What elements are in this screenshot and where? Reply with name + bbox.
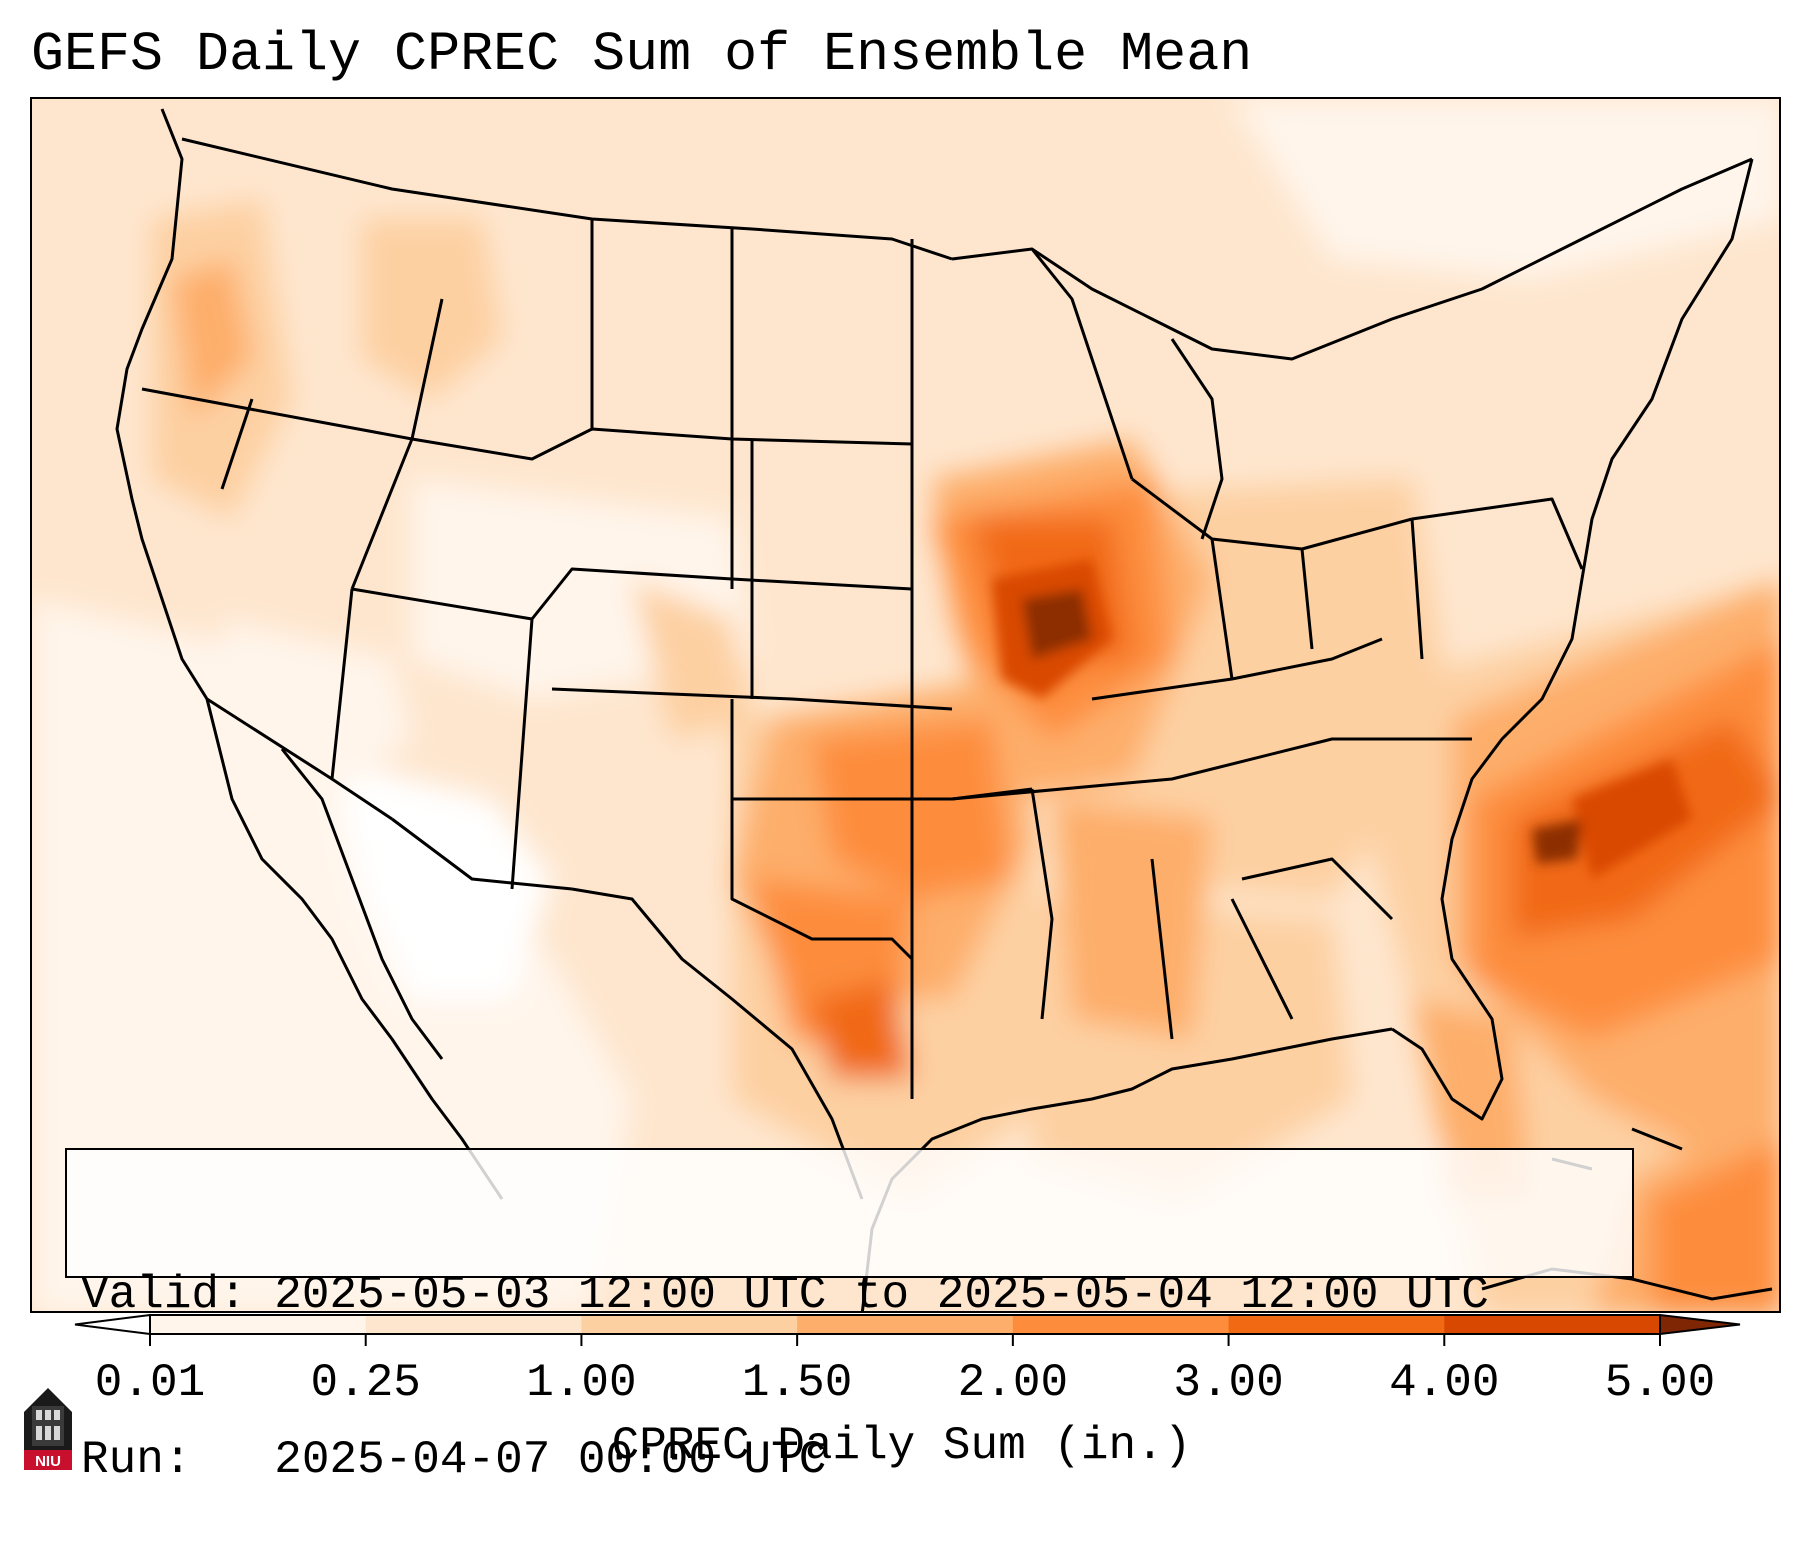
map-canvas <box>32 99 1779 1311</box>
precipitation-map <box>30 97 1781 1313</box>
colorbar-tick-label: 1.50 <box>741 1357 853 1409</box>
university-tower-icon: NIU <box>24 1388 72 1470</box>
colorbar-ticks <box>149 1334 1661 1346</box>
colorbar-over-arrow <box>1659 1313 1741 1336</box>
colorbar-tick-label: 2.00 <box>957 1357 1069 1409</box>
run-label: Run: <box>81 1434 192 1486</box>
colorbar-segment <box>1228 1315 1445 1334</box>
valid-run-info-box: Valid: 2025-05-03 12:00 UTC to 2025-05-0… <box>65 1148 1634 1486</box>
logo-text: NIU <box>35 1453 61 1470</box>
political-boundaries <box>115 108 1754 1311</box>
valid-value: 2025-05-03 12:00 UTC to 2025-05-04 12:00… <box>274 1269 1489 1321</box>
valid-line: Valid: 2025-05-03 12:00 UTC to 2025-05-0… <box>81 1268 1618 1323</box>
colorbar-label: CPREC Daily Sum (in.) <box>611 1420 1192 1472</box>
colorbar-segment <box>581 1315 798 1334</box>
colorbar-tick-label: 1.00 <box>526 1357 637 1409</box>
map-title: GEFS Daily CPREC Sum of Ensemble Mean <box>31 23 1253 86</box>
run-line: Run: 2025-04-07 00:00 UTC <box>81 1433 1618 1488</box>
colorbar-segment <box>365 1315 582 1334</box>
colorbar-under-arrow <box>74 1313 151 1336</box>
colorbar-segment <box>1444 1315 1661 1334</box>
colorbar-segment <box>1012 1315 1230 1334</box>
colorbar-segments <box>74 1313 1741 1336</box>
colorbar-segment <box>797 1315 1014 1334</box>
colorbar-outline <box>149 1314 1661 1335</box>
colorbar-tick-label: 0.25 <box>310 1357 421 1409</box>
colorbar-tick-label: 4.00 <box>1389 1357 1500 1409</box>
precip-maxima <box>992 559 1692 879</box>
run-value: 2025-04-07 00:00 UTC <box>274 1434 827 1486</box>
colorbar-tick-label: 0.01 <box>94 1357 206 1409</box>
colorbar-segment <box>150 1315 367 1334</box>
valid-label: Valid: <box>81 1269 247 1321</box>
colorbar-tick-label: 5.00 <box>1604 1357 1716 1409</box>
colorbar-tick-label: 3.00 <box>1173 1357 1284 1409</box>
colorbar <box>74 1313 1741 1346</box>
